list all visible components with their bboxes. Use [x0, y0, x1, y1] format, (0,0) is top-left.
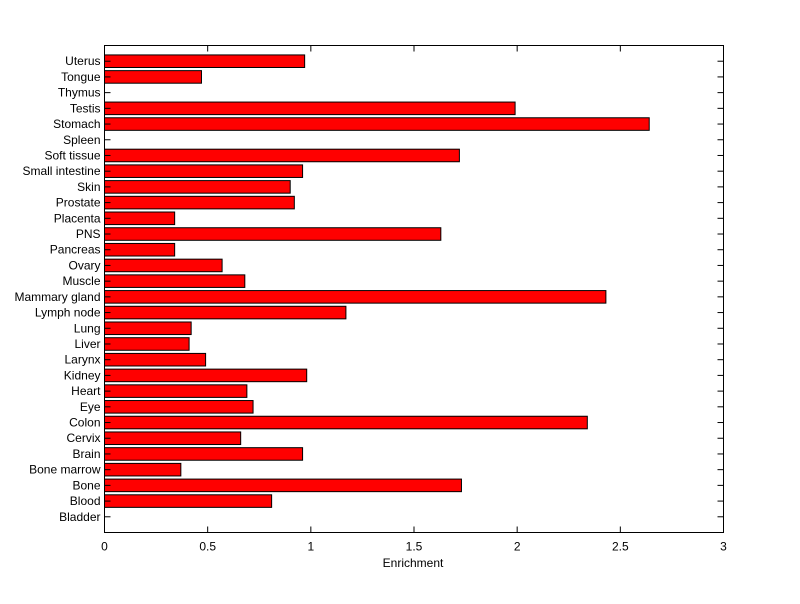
y-tick-label: Tongue	[61, 70, 101, 84]
x-axis-label: Enrichment	[383, 556, 444, 570]
bar	[104, 431, 242, 446]
y-tick-label: Testis	[70, 101, 101, 115]
bar	[104, 337, 190, 351]
x-tick-label: 1	[307, 540, 314, 554]
y-tick-label: Lung	[74, 321, 101, 335]
bar	[104, 164, 304, 178]
bar	[104, 478, 462, 493]
plot-frame	[104, 45, 724, 533]
x-tick-label: 0.5	[199, 540, 216, 554]
bar	[104, 290, 607, 304]
bar	[104, 305, 347, 320]
bar	[104, 274, 246, 288]
y-tick-label: Kidney	[64, 368, 101, 382]
y-tick-label: Mammary gland	[14, 290, 100, 304]
y-tick-label: Ovary	[68, 258, 100, 272]
y-tick-label: Eye	[80, 400, 101, 414]
bar	[104, 368, 308, 383]
bar	[104, 494, 273, 508]
y-tick-label: Larynx	[64, 353, 100, 367]
y-tick-label: Liver	[74, 337, 100, 351]
bar	[104, 242, 176, 257]
y-tick-label: Uterus	[65, 54, 100, 68]
y-tick-label: Skin	[77, 180, 100, 194]
y-tick-label: Heart	[71, 384, 101, 398]
x-tick-label: 0	[101, 540, 108, 554]
y-tick-label: Thymus	[58, 86, 101, 100]
y-tick-label: Pancreas	[50, 243, 101, 257]
bar	[104, 101, 516, 116]
x-tick-label: 2	[514, 540, 521, 554]
y-tick-label: Prostate	[56, 196, 101, 210]
bar	[104, 352, 207, 367]
x-tick-label: 1.5	[406, 540, 423, 554]
y-tick-label: PNS	[76, 227, 101, 241]
bar	[104, 180, 291, 194]
y-tick-label: Bladder	[59, 510, 100, 524]
y-tick-label: Stomach	[53, 117, 100, 131]
bar	[104, 321, 192, 336]
bar	[104, 258, 223, 273]
bar	[104, 211, 176, 226]
bar	[104, 415, 588, 430]
bar	[104, 117, 650, 131]
y-tick-label: Colon	[69, 416, 100, 430]
y-tick-label: Soft tissue	[44, 148, 100, 162]
y-tick-label: Spleen	[63, 133, 100, 147]
y-tick-label: Muscle	[62, 274, 100, 288]
y-tick-label: Cervix	[66, 431, 100, 445]
y-tick-label: Lymph node	[35, 306, 101, 320]
bar	[104, 54, 306, 68]
bar	[104, 227, 442, 241]
bar	[104, 447, 304, 461]
x-tick-label: 2.5	[612, 540, 629, 554]
bar	[104, 400, 254, 414]
bar	[104, 462, 182, 477]
y-tick-label: Small intestine	[22, 164, 100, 178]
y-tick-label: Brain	[72, 447, 100, 461]
y-tick-label: Blood	[70, 494, 101, 508]
bar	[104, 195, 295, 210]
y-tick-label: Bone marrow	[29, 463, 101, 477]
x-tick-label: 3	[720, 540, 727, 554]
bar	[104, 70, 202, 84]
y-tick-label: Placenta	[54, 211, 101, 225]
y-tick-label: Bone	[72, 478, 100, 492]
bar	[104, 148, 460, 163]
bar	[104, 384, 248, 398]
